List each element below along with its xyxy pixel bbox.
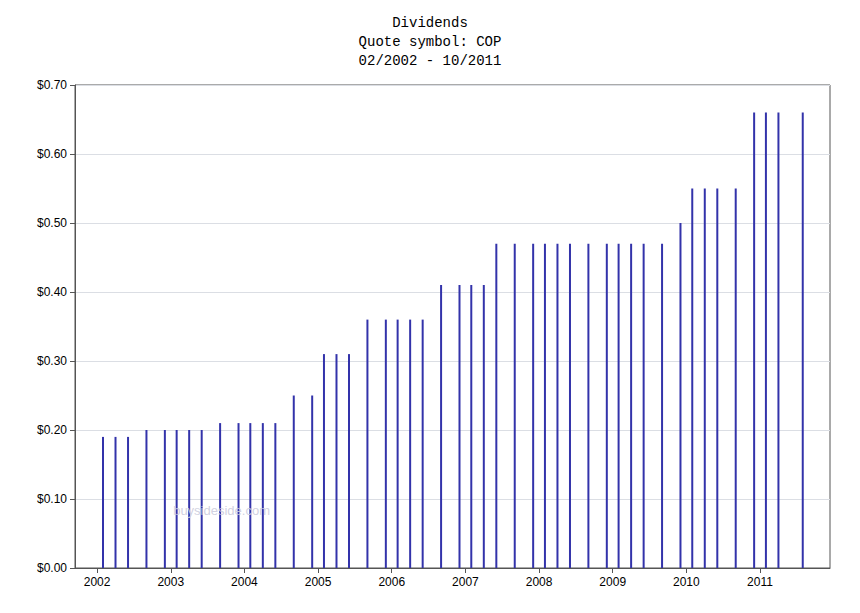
svg-text:2004: 2004 bbox=[231, 575, 258, 589]
svg-text:$0.40: $0.40 bbox=[37, 285, 67, 299]
svg-text:$0.10: $0.10 bbox=[37, 492, 67, 506]
svg-text:2010: 2010 bbox=[673, 575, 700, 589]
svg-text:Quote symbol: COP: Quote symbol: COP bbox=[359, 34, 502, 50]
svg-text:Dividends: Dividends bbox=[392, 15, 468, 31]
svg-text:$0.50: $0.50 bbox=[37, 216, 67, 230]
svg-text:2002: 2002 bbox=[84, 575, 111, 589]
svg-text:$0.60: $0.60 bbox=[37, 147, 67, 161]
svg-text:2011: 2011 bbox=[747, 575, 773, 589]
svg-text:$0.00: $0.00 bbox=[37, 561, 67, 575]
svg-text:2005: 2005 bbox=[305, 575, 332, 589]
svg-text:$0.20: $0.20 bbox=[37, 423, 67, 437]
svg-text:buysideside.com: buysideside.com bbox=[173, 503, 270, 518]
svg-text:2006: 2006 bbox=[378, 575, 405, 589]
svg-text:02/2002 - 10/2011: 02/2002 - 10/2011 bbox=[359, 53, 502, 69]
svg-text:2003: 2003 bbox=[157, 575, 184, 589]
svg-text:$0.30: $0.30 bbox=[37, 354, 67, 368]
svg-text:$0.70: $0.70 bbox=[37, 78, 67, 92]
svg-text:2007: 2007 bbox=[452, 575, 479, 589]
svg-text:2009: 2009 bbox=[599, 575, 626, 589]
svg-text:2008: 2008 bbox=[526, 575, 553, 589]
